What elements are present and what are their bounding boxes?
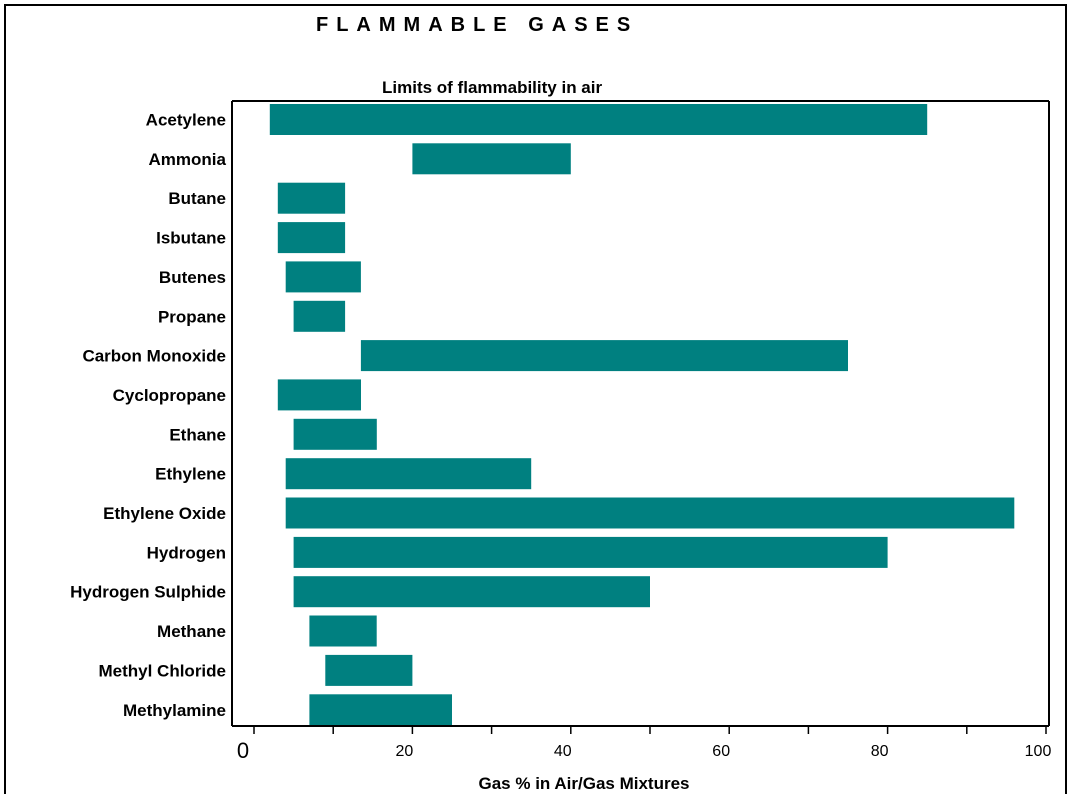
category-label-butenes: Butenes [159, 268, 226, 287]
bar-methane [309, 615, 377, 647]
bar-methyl-chloride [325, 654, 413, 686]
bar-methylamine [309, 694, 452, 726]
bar-ethane [293, 418, 377, 450]
x-tick-label: 60 [712, 743, 730, 760]
bar-ammonia [412, 143, 571, 175]
bar-ethylene [285, 458, 532, 490]
category-label-carbon-monoxide: Carbon Monoxide [82, 347, 226, 366]
category-label-acetylene: Acetylene [146, 111, 226, 130]
bar-hydrogen-sulphide [293, 576, 650, 608]
x-tick-labels: 0 20 40 60 80 100 [237, 738, 1052, 763]
page-frame [4, 4, 1067, 794]
bar-propane [293, 300, 346, 332]
category-labels: Acetylene Ammonia Butane Isbutane Butenes Pro… [70, 111, 226, 720]
bar-hydrogen [293, 536, 888, 568]
bar-carbon-monoxide [360, 340, 848, 372]
bar-acetylene [269, 104, 928, 135]
category-label-methyl-chloride: Methyl Chloride [98, 661, 226, 680]
bar-cyclopropane [277, 379, 361, 411]
bars-layer [269, 104, 1015, 726]
category-label-ethylene-oxide: Ethylene Oxide [103, 504, 226, 523]
category-label-butane: Butane [168, 189, 226, 208]
bar-isbutane [277, 222, 346, 254]
x-tick-label: 40 [554, 743, 572, 760]
category-label-ethylene: Ethylene [155, 465, 226, 484]
x-tick-label: 80 [871, 743, 889, 760]
axes-layer [231, 100, 1050, 734]
category-label-ammonia: Ammonia [149, 150, 227, 169]
x-axis-label: Gas % in Air/Gas Mixtures [479, 774, 690, 793]
x-tick-label: 0 [237, 738, 249, 763]
chart-title: Limits of flammability in air [382, 78, 603, 97]
bar-butane [277, 182, 346, 214]
category-label-methylamine: Methylamine [123, 701, 226, 720]
category-label-hydrogen-sulphide: Hydrogen Sulphide [70, 583, 226, 602]
category-label-cyclopropane: Cyclopropane [113, 386, 226, 405]
bar-ethylene-oxide [285, 497, 1015, 529]
category-label-methane: Methane [157, 622, 226, 641]
category-label-propane: Propane [158, 307, 226, 326]
x-tick-label: 20 [396, 743, 414, 760]
category-label-isbutane: Isbutane [156, 229, 226, 248]
category-label-ethane: Ethane [169, 425, 226, 444]
page-title: FLAMMABLE GASES [316, 14, 639, 36]
x-tick-label: 100 [1025, 743, 1052, 760]
category-label-hydrogen: Hydrogen [147, 543, 226, 562]
bar-butenes [285, 261, 361, 293]
